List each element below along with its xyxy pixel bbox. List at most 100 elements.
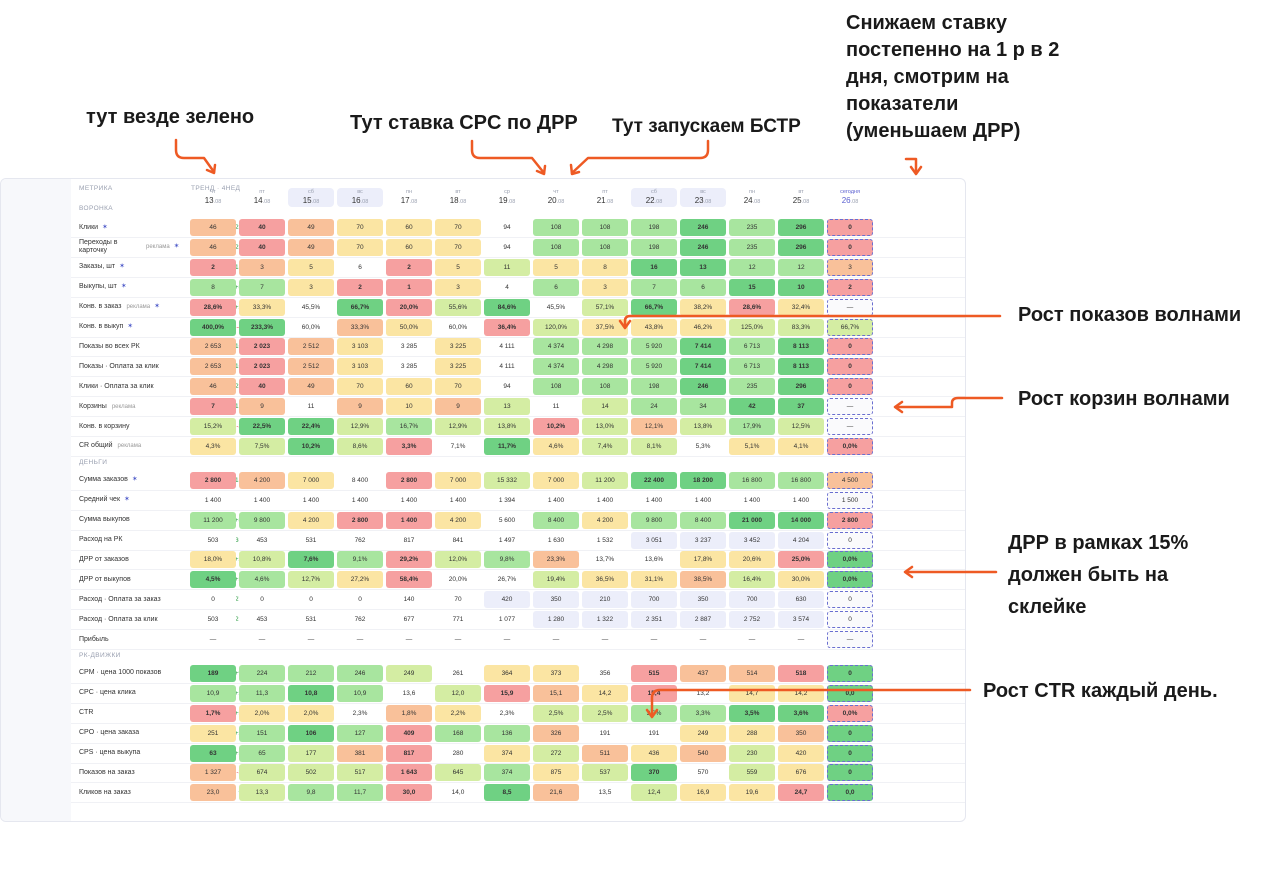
metric-cell[interactable]: 66,7% xyxy=(827,318,873,336)
table-row[interactable]: CTR+51,7%1,7%2,0%2,0%2,3%1,8%2,2%2,3%2,5… xyxy=(71,704,965,723)
metric-cell[interactable]: 8,6% xyxy=(337,437,383,455)
metric-cell[interactable]: 60 xyxy=(386,378,432,396)
table-row[interactable]: Конв. в заказреклама✶+21,3%28,6%33,3%45,… xyxy=(71,298,965,317)
metric-cell[interactable]: 24,7 xyxy=(778,784,824,802)
metric-cell[interactable]: 13,3 xyxy=(239,784,285,802)
metric-cell[interactable]: 2,2% xyxy=(435,704,481,722)
metric-cell[interactable]: 14 xyxy=(582,398,628,416)
metric-cell[interactable]: 1 400 xyxy=(680,491,726,509)
metric-cell[interactable]: 37 xyxy=(778,398,824,416)
metric-cell[interactable]: 108 xyxy=(533,238,579,256)
metric-cell[interactable]: 4 500 xyxy=(827,471,873,489)
metric-cell[interactable]: 0 xyxy=(239,591,285,609)
metric-cell[interactable]: 3 xyxy=(435,278,481,296)
metric-cell[interactable]: 22,5% xyxy=(239,418,285,435)
metric-cell[interactable]: 22 400 xyxy=(631,471,677,489)
metric-cell[interactable]: 1 280 xyxy=(533,611,579,629)
metric-cell[interactable]: 7 xyxy=(631,278,677,296)
metric-cell[interactable]: 22,4% xyxy=(288,418,334,435)
metric-cell[interactable]: 2 653 xyxy=(190,358,236,376)
table-row[interactable]: ДРР от выкупов+33,8%4,5%4,6%12,7%27,2%58… xyxy=(71,570,965,589)
metric-cell[interactable]: 10,8 xyxy=(288,684,334,702)
metric-cell[interactable]: 120,0% xyxy=(533,318,579,336)
metric-cell[interactable]: 875 xyxy=(533,764,579,782)
pin-icon[interactable]: ✶ xyxy=(154,303,160,311)
metric-cell[interactable]: 43,8% xyxy=(631,318,677,336)
metric-cell[interactable]: 177 xyxy=(288,744,334,762)
metric-cell[interactable]: — xyxy=(680,631,726,648)
metric-cell[interactable]: 350 xyxy=(680,591,726,609)
metric-cell[interactable]: 15 xyxy=(729,278,775,296)
metric-cell[interactable]: 2 887 xyxy=(680,611,726,629)
metric-cell[interactable]: 1 400 xyxy=(582,491,628,509)
metric-cell[interactable]: 13,8% xyxy=(680,418,726,435)
metric-cell[interactable]: 10,2% xyxy=(288,437,334,455)
metric-cell[interactable]: 28,6% xyxy=(190,298,236,316)
metric-cell[interactable]: 3 225 xyxy=(435,358,481,376)
metric-cell[interactable]: 6 xyxy=(533,278,579,296)
metric-cell[interactable]: 4,5% xyxy=(190,571,236,589)
metric-cell[interactable]: 8 xyxy=(190,278,236,296)
metric-cell[interactable]: 45,5% xyxy=(533,298,579,316)
metric-cell[interactable]: 420 xyxy=(484,591,530,609)
metric-cell[interactable]: 3 285 xyxy=(386,338,432,356)
metric-cell[interactable]: 94 xyxy=(484,219,530,236)
metric-cell[interactable]: 261 xyxy=(435,664,481,682)
metric-cell[interactable]: 1 400 xyxy=(533,491,579,509)
metric-cell[interactable]: 136 xyxy=(484,724,530,742)
metric-cell[interactable]: 2,0% xyxy=(239,704,285,722)
metric-cell[interactable]: 1,7% xyxy=(190,704,236,722)
table-row[interactable]: CPO · цена заказа+22,4%25115110612740916… xyxy=(71,724,965,743)
metric-cell[interactable]: 30,0% xyxy=(778,571,824,589)
metric-cell[interactable]: 762 xyxy=(337,611,383,629)
metric-cell[interactable]: 453 xyxy=(239,531,285,549)
metric-cell[interactable]: 70 xyxy=(337,219,383,236)
metric-cell[interactable]: 189 xyxy=(190,664,236,682)
metric-cell[interactable]: 106 xyxy=(288,724,334,742)
metric-cell[interactable]: 14,2 xyxy=(582,684,628,702)
metric-cell[interactable]: 817 xyxy=(386,744,432,762)
metric-cell[interactable]: 511 xyxy=(582,744,628,762)
metric-cell[interactable]: 4 111 xyxy=(484,358,530,376)
metric-cell[interactable]: 17,9% xyxy=(729,418,775,435)
metric-cell[interactable]: 224 xyxy=(239,664,285,682)
metric-cell[interactable]: 12,7% xyxy=(288,571,334,589)
metric-cell[interactable]: 559 xyxy=(729,764,775,782)
metric-cell[interactable]: 453 xyxy=(239,611,285,629)
metric-cell[interactable]: 8 xyxy=(582,258,628,276)
metric-cell[interactable]: 374 xyxy=(484,744,530,762)
metric-cell[interactable]: 7,4% xyxy=(582,437,628,455)
metric-cell[interactable]: 2 800 xyxy=(827,511,873,529)
metric-cell[interactable]: 94 xyxy=(484,378,530,396)
metric-cell[interactable]: 503 xyxy=(190,531,236,549)
metric-cell[interactable]: — xyxy=(827,631,873,648)
metric-cell[interactable]: 5 xyxy=(533,258,579,276)
pin-icon[interactable]: ✶ xyxy=(120,283,127,291)
metric-cell[interactable]: 280 xyxy=(435,744,481,762)
metric-cell[interactable]: 7 xyxy=(190,398,236,416)
metric-cell[interactable]: 230 xyxy=(729,744,775,762)
table-row[interactable]: Конв. в выкуп✶-49,6%400,0%233,3%60,0%33,… xyxy=(71,318,965,337)
metric-cell[interactable]: 0 xyxy=(288,591,334,609)
metric-cell[interactable]: 0,0% xyxy=(827,551,873,569)
metric-cell[interactable]: 5,3% xyxy=(680,437,726,455)
metric-cell[interactable]: 127 xyxy=(337,724,383,742)
metric-cell[interactable]: 246 xyxy=(680,219,726,236)
metric-cell[interactable]: 20,6% xyxy=(729,551,775,569)
metric-cell[interactable]: 1 322 xyxy=(582,611,628,629)
metric-cell[interactable]: 13,6% xyxy=(631,551,677,569)
metric-cell[interactable]: 674 xyxy=(239,764,285,782)
metric-cell[interactable]: 233,3% xyxy=(239,318,285,336)
metric-cell[interactable]: 24 xyxy=(631,398,677,416)
metric-cell[interactable]: 15 332 xyxy=(484,471,530,489)
metric-cell[interactable]: 19,6 xyxy=(729,784,775,802)
metric-cell[interactable]: 7 000 xyxy=(435,471,481,489)
metric-cell[interactable]: 1 xyxy=(386,278,432,296)
metric-cell[interactable]: 235 xyxy=(729,238,775,256)
metric-cell[interactable]: 817 xyxy=(386,531,432,549)
table-row[interactable]: CPM · цена 1000 показов+91,2%18922421224… xyxy=(71,664,965,683)
metric-cell[interactable]: 14 000 xyxy=(778,511,824,529)
